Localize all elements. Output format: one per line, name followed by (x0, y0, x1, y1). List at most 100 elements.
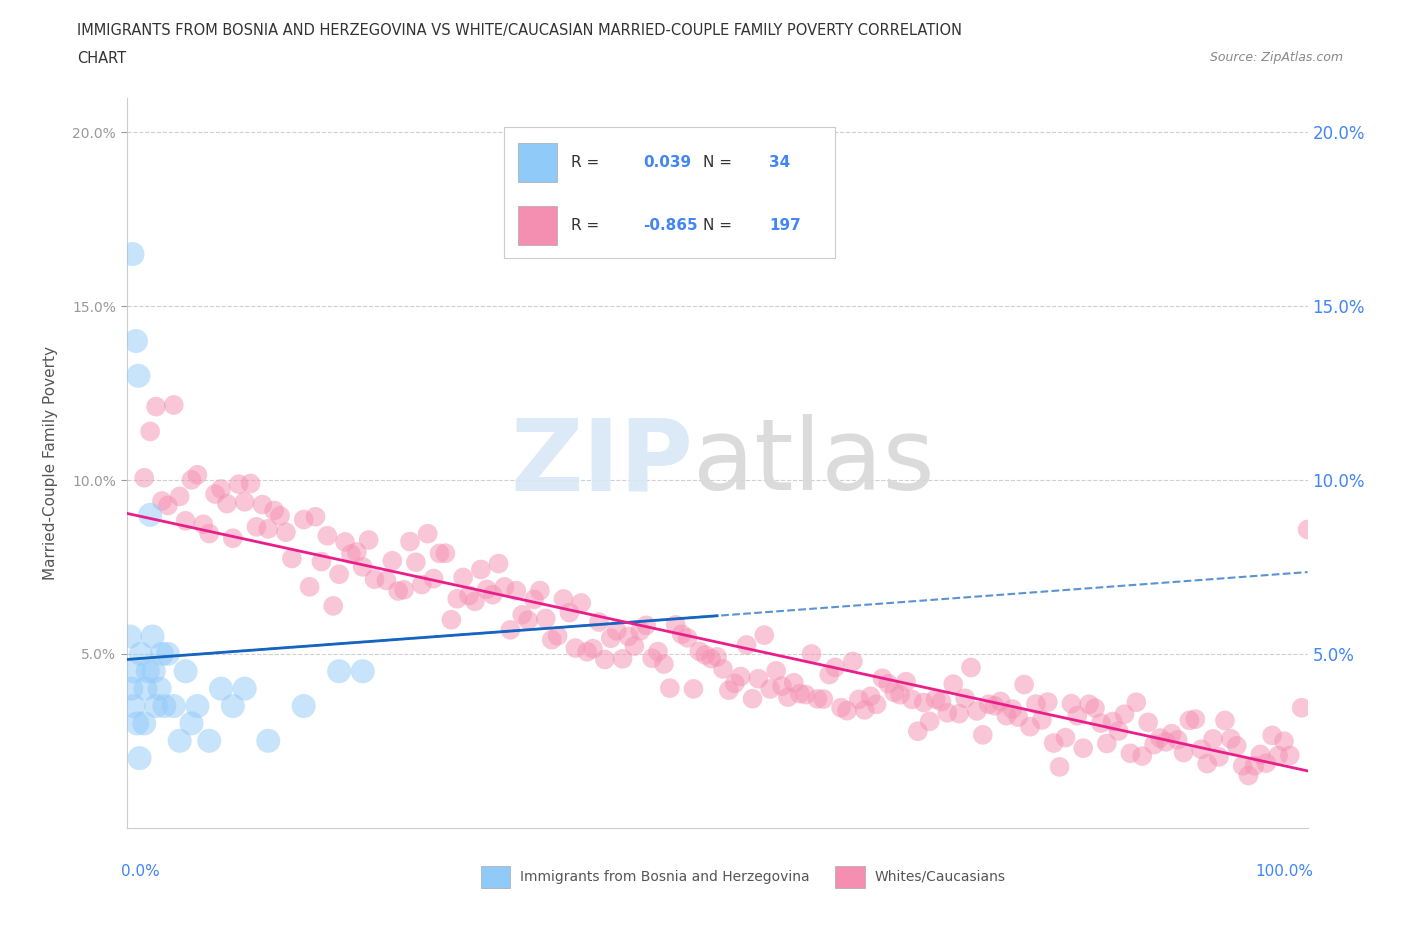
Point (1202, 731, 1225, 746)
Point (475, 582, 498, 597)
Point (682, 682, 704, 697)
Point (636, 618, 658, 632)
Point (134, 471, 156, 485)
Point (783, 675, 806, 690)
Point (215, 497, 238, 512)
Point (150, 494, 173, 509)
Point (588, 615, 610, 630)
Point (1137, 715, 1160, 730)
Point (311, 554, 333, 569)
Point (1167, 732, 1189, 747)
Point (381, 553, 404, 568)
Point (120, 629, 142, 644)
Point (292, 512, 315, 527)
Point (128, 751, 150, 765)
Text: CHART: CHART (77, 51, 127, 66)
Point (429, 546, 451, 561)
Point (228, 477, 250, 492)
Point (1054, 730, 1077, 745)
Point (222, 698, 245, 713)
Point (1173, 745, 1195, 760)
Point (759, 682, 782, 697)
Point (859, 689, 882, 704)
Point (553, 591, 575, 606)
Point (363, 572, 385, 587)
Point (446, 591, 468, 606)
Point (464, 594, 486, 609)
Point (1272, 734, 1295, 749)
Point (747, 671, 769, 686)
Point (695, 647, 717, 662)
Point (209, 482, 232, 497)
Text: atlas: atlas (693, 414, 935, 512)
Point (153, 698, 176, 713)
Point (1060, 697, 1083, 711)
Point (120, 681, 142, 696)
Point (1130, 749, 1153, 764)
Point (529, 583, 551, 598)
Point (523, 592, 546, 607)
Point (540, 632, 562, 647)
Point (1101, 714, 1123, 729)
Point (582, 641, 605, 656)
Point (711, 661, 734, 676)
Point (665, 618, 688, 632)
Point (623, 639, 645, 654)
Point (1237, 768, 1260, 783)
FancyBboxPatch shape (481, 866, 510, 887)
Point (328, 566, 350, 581)
Point (1108, 724, 1130, 738)
Point (186, 467, 208, 482)
Point (139, 508, 162, 523)
Point (405, 555, 427, 570)
Text: 0.0%: 0.0% (121, 864, 159, 879)
Point (700, 651, 723, 666)
Y-axis label: Married-Couple Family Poverty: Married-Couple Family Poverty (44, 346, 59, 579)
Point (1012, 677, 1035, 692)
Point (1243, 758, 1265, 773)
Point (1119, 746, 1142, 761)
Point (134, 681, 156, 696)
Point (494, 579, 516, 594)
Point (936, 705, 959, 720)
Point (333, 535, 356, 550)
Point (558, 605, 581, 620)
Point (647, 644, 669, 659)
Point (174, 664, 197, 679)
Point (352, 560, 374, 575)
Point (1125, 695, 1147, 710)
Point (853, 702, 876, 717)
Text: Source: ZipAtlas.com: Source: ZipAtlas.com (1209, 51, 1343, 64)
Point (156, 646, 179, 661)
Point (706, 649, 728, 664)
Point (1219, 731, 1241, 746)
Point (198, 526, 221, 541)
Text: ZIP: ZIP (510, 414, 693, 512)
Point (292, 698, 315, 713)
Point (1036, 695, 1059, 710)
Point (499, 622, 522, 637)
Point (794, 687, 817, 702)
Point (889, 687, 911, 702)
Point (1090, 716, 1112, 731)
Point (1071, 740, 1094, 755)
Point (328, 664, 350, 679)
Point (387, 583, 409, 598)
Point (830, 700, 852, 715)
Point (730, 669, 752, 684)
Point (1042, 736, 1064, 751)
Point (1078, 697, 1101, 711)
Point (735, 637, 758, 652)
Point (180, 472, 202, 487)
Point (252, 498, 274, 512)
Text: Immigrants from Bosnia and Herzegovina: Immigrants from Bosnia and Herzegovina (520, 870, 810, 884)
Point (134, 716, 156, 731)
Point (139, 424, 162, 439)
Point (510, 607, 533, 622)
Point (451, 570, 474, 585)
Point (458, 588, 481, 603)
Point (983, 698, 1005, 713)
Point (671, 627, 693, 642)
Point (599, 631, 621, 645)
Point (813, 692, 835, 707)
